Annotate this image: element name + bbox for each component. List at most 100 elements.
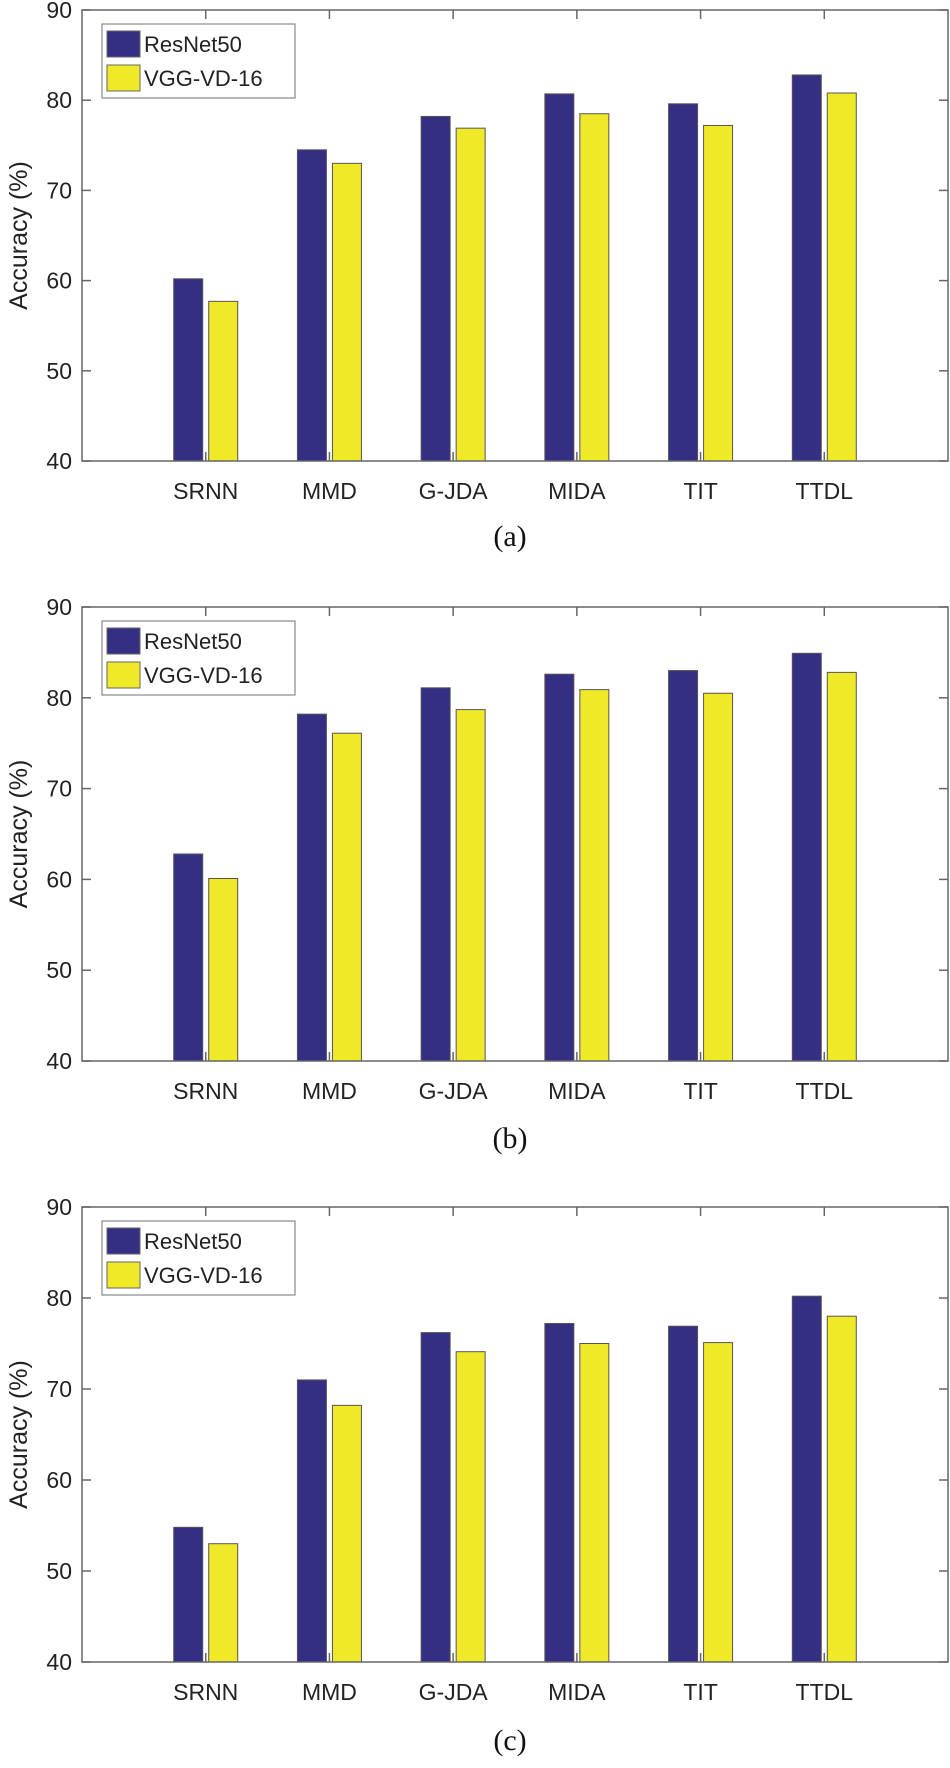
bar-vgg-vd-16-srnn [208,1543,239,1663]
x-tick-label: G-JDA [419,1679,489,1705]
bar-resnet50-g-jda [420,1332,451,1663]
legend-swatch [106,627,141,655]
x-tick-label: MIDA [548,1679,606,1705]
y-tick-label: 40 [46,448,72,474]
legend-swatch [106,661,141,689]
plot-area-box [81,1206,949,1663]
x-tick-label: MMD [302,478,357,504]
y-tick-label: 70 [46,177,72,203]
bar-resnet50-tit [668,1325,699,1663]
bar-resnet50-g-jda [420,687,451,1062]
bar-resnet50-mmd [296,1379,327,1663]
bar-resnet50-mida [544,1322,575,1663]
y-tick-label: 90 [46,1194,72,1220]
panel-caption: (c) [493,1724,526,1757]
bar-vgg-vd-16-g-jda [455,1351,486,1663]
x-tick-label: MMD [302,1679,357,1705]
y-tick-label: 80 [46,685,72,711]
y-tick-label: 40 [46,1649,72,1675]
y-tick-label: 50 [46,1558,72,1584]
legend-swatch [106,64,141,92]
x-tick-label: TIT [683,1078,718,1104]
chart-panel-1: 40 50 60 70 80 90 SRNN MMD G-JDA MIDA TIT TTDL Accur… [5,594,949,1155]
x-tick-label: TIT [683,1679,718,1705]
bar-resnet50-tit [668,670,699,1062]
x-tick-label: SRNN [173,1078,238,1104]
bar-resnet50-mmd [296,149,327,462]
legend-label: ResNet50 [144,32,242,57]
x-tick-label: G-JDA [419,478,489,504]
legend: ResNet50 VGG-VD-16 [101,1220,296,1296]
bar-vgg-vd-16-srnn [208,877,239,1062]
bar-vgg-vd-16-g-jda [455,127,486,462]
bar-resnet50-ttdl [791,652,822,1062]
bar-vgg-vd-16-ttdl [826,1315,857,1663]
bar-resnet50-g-jda [420,115,451,462]
bar-resnet50-srnn [173,1526,204,1663]
legend-label: ResNet50 [144,1229,242,1254]
y-tick-label: 50 [46,957,72,983]
bar-vgg-vd-16-mmd [331,732,362,1062]
y-axis-label: Accuracy (%) [5,1360,33,1509]
legend: ResNet50 VGG-VD-16 [101,23,296,99]
bar-vgg-vd-16-tit [703,1342,734,1663]
bar-resnet50-srnn [173,853,204,1062]
x-tick-label: TTDL [796,1679,854,1705]
bar-vgg-vd-16-ttdl [826,671,857,1062]
x-tick-label: TTDL [796,1078,854,1104]
bar-vgg-vd-16-mida [579,1343,610,1663]
y-tick-label: 60 [46,1467,72,1493]
plot-area-box [81,606,949,1062]
bar-vgg-vd-16-mmd [331,162,362,462]
bar-resnet50-ttdl [791,74,822,462]
x-tick-label: SRNN [173,1679,238,1705]
legend-label: VGG-VD-16 [144,1263,263,1288]
chart-panel-0: 40 50 60 70 80 90 SRNN MMD G-JDA MIDA TIT TTDL Accur… [5,0,949,553]
y-tick-label: 90 [46,0,72,23]
bar-vgg-vd-16-g-jda [455,709,486,1062]
bar-resnet50-mida [544,93,575,462]
x-tick-label: G-JDA [419,1078,489,1104]
y-tick-label: 60 [46,866,72,892]
y-tick-label: 80 [46,1285,72,1311]
bar-resnet50-tit [668,103,699,462]
x-tick-label: SRNN [173,478,238,504]
x-tick-label: MMD [302,1078,357,1104]
y-tick-label: 70 [46,776,72,802]
y-tick-label: 90 [46,594,72,620]
y-tick-label: 40 [46,1048,72,1074]
x-tick-label: TIT [683,478,718,504]
bar-vgg-vd-16-ttdl [826,92,857,462]
bar-vgg-vd-16-srnn [208,300,239,462]
bar-resnet50-ttdl [791,1295,822,1663]
y-axis-label: Accuracy (%) [5,760,33,909]
legend-label: ResNet50 [144,629,242,654]
y-tick-label: 60 [46,268,72,294]
bar-resnet50-srnn [173,278,204,462]
x-tick-label: MIDA [548,478,606,504]
panel-caption: (b) [493,1122,528,1155]
legend-swatch [106,30,141,58]
bar-vgg-vd-16-mida [579,113,610,462]
x-tick-label: TTDL [796,478,854,504]
bar-vgg-vd-16-mmd [331,1404,362,1663]
chart-panel-2: 40 50 60 70 80 90 SRNN MMD G-JDA MIDA TIT TTDL Accur… [5,1194,949,1757]
legend-label: VGG-VD-16 [144,663,263,688]
legend-swatch [106,1227,141,1255]
bar-vgg-vd-16-tit [703,692,734,1062]
bar-vgg-vd-16-tit [703,124,734,462]
plot-area-box [81,9,949,462]
x-tick-label: MIDA [548,1078,606,1104]
y-tick-label: 70 [46,1376,72,1402]
legend-swatch [106,1261,141,1289]
legend-label: VGG-VD-16 [144,66,263,91]
panel-caption: (a) [493,520,526,553]
legend: ResNet50 VGG-VD-16 [101,620,296,696]
y-tick-label: 50 [46,358,72,384]
bar-vgg-vd-16-mida [579,689,610,1062]
bar-resnet50-mida [544,673,575,1062]
bar-resnet50-mmd [296,713,327,1062]
y-tick-label: 80 [46,87,72,113]
y-axis-label: Accuracy (%) [5,161,33,310]
